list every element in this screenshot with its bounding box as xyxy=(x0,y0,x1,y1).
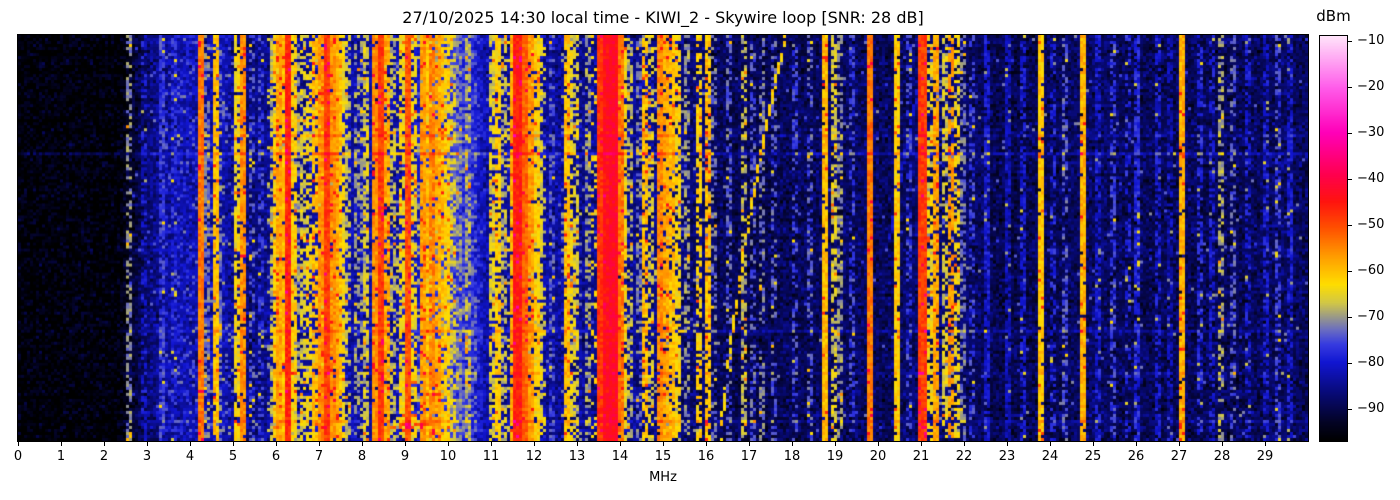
x-tick-label: 4 xyxy=(185,449,195,464)
x-tick-label: 5 xyxy=(228,449,238,464)
colorbar-tick-mark xyxy=(1348,86,1352,88)
x-tick-label: 29 xyxy=(1256,449,1274,464)
colorbar-canvas xyxy=(1319,35,1348,442)
x-axis-label: MHz xyxy=(649,470,677,485)
x-tick-label: 1 xyxy=(56,449,66,464)
x-tick-label: 27 xyxy=(1170,449,1188,464)
x-tick-mark xyxy=(1007,442,1008,446)
x-tick-mark xyxy=(792,442,793,446)
colorbar-tick-mark xyxy=(1348,408,1352,410)
x-tick-label: 26 xyxy=(1127,449,1145,464)
colorbar-tick-label: −30 xyxy=(1357,124,1385,140)
x-tick-label: 15 xyxy=(654,449,672,464)
x-tick-label: 0 xyxy=(13,449,23,464)
x-tick-mark xyxy=(1222,442,1223,446)
x-tick-label: 18 xyxy=(783,449,801,464)
x-tick-label: 28 xyxy=(1213,449,1231,464)
x-tick-label: 21 xyxy=(912,449,930,464)
colorbar-tick-mark xyxy=(1348,270,1352,272)
x-tick-label: 9 xyxy=(400,449,410,464)
x-tick-mark xyxy=(147,442,148,446)
colorbar-tick-label: −60 xyxy=(1357,262,1385,278)
x-tick-mark xyxy=(663,442,664,446)
x-tick-label: 14 xyxy=(611,449,629,464)
x-tick-mark xyxy=(534,442,535,446)
colorbar-tick-label: −80 xyxy=(1357,354,1385,370)
x-tick-mark xyxy=(878,442,879,446)
x-tick-mark xyxy=(577,442,578,446)
colorbar-tick-mark xyxy=(1348,178,1352,180)
x-tick-label: 13 xyxy=(568,449,586,464)
x-tick-mark xyxy=(405,442,406,446)
x-tick-mark xyxy=(921,442,922,446)
x-tick-mark xyxy=(276,442,277,446)
colorbar-tick-label: −10 xyxy=(1357,32,1385,48)
x-tick-mark xyxy=(491,442,492,446)
x-tick-mark xyxy=(18,442,19,446)
x-tick-mark xyxy=(1136,442,1137,446)
x-tick-label: 12 xyxy=(525,449,543,464)
x-tick-mark xyxy=(620,442,621,446)
x-tick-mark xyxy=(1265,442,1266,446)
colorbar-tick-label: −40 xyxy=(1357,170,1385,186)
x-tick-mark xyxy=(61,442,62,446)
x-tick-label: 10 xyxy=(439,449,457,464)
x-tick-mark xyxy=(749,442,750,446)
x-tick-mark xyxy=(448,442,449,446)
x-tick-label: 8 xyxy=(357,449,367,464)
colorbar-tick-label: −50 xyxy=(1357,216,1385,232)
x-tick-mark xyxy=(1050,442,1051,446)
x-tick-label: 20 xyxy=(869,449,887,464)
x-tick-mark xyxy=(233,442,234,446)
colorbar-tick-label: −20 xyxy=(1357,78,1385,94)
x-tick-label: 17 xyxy=(740,449,758,464)
x-tick-label: 11 xyxy=(482,449,500,464)
figure-title: 27/10/2025 14:30 local time - KIWI_2 - S… xyxy=(402,8,924,27)
colorbar-tick-mark xyxy=(1348,362,1352,364)
x-tick-label: 3 xyxy=(142,449,152,464)
x-tick-label: 22 xyxy=(955,449,973,464)
x-tick-mark xyxy=(964,442,965,446)
x-tick-mark xyxy=(835,442,836,446)
x-tick-label: 19 xyxy=(826,449,844,464)
colorbar-tick-mark xyxy=(1348,316,1352,318)
colorbar-unit-label: dBm xyxy=(1316,7,1351,25)
colorbar-tick-label: −90 xyxy=(1357,400,1385,416)
x-tick-mark xyxy=(190,442,191,446)
colorbar-tick-label: −70 xyxy=(1357,308,1385,324)
x-tick-label: 24 xyxy=(1041,449,1059,464)
colorbar-tick-mark xyxy=(1348,224,1352,226)
x-tick-label: 25 xyxy=(1084,449,1102,464)
x-tick-mark xyxy=(1179,442,1180,446)
x-tick-label: 7 xyxy=(314,449,324,464)
x-tick-mark xyxy=(706,442,707,446)
colorbar-tick-mark xyxy=(1348,132,1352,134)
x-tick-label: 6 xyxy=(271,449,281,464)
spectrogram-canvas xyxy=(17,34,1309,442)
x-tick-mark xyxy=(104,442,105,446)
x-tick-mark xyxy=(1093,442,1094,446)
x-tick-mark xyxy=(319,442,320,446)
x-tick-mark xyxy=(362,442,363,446)
x-tick-label: 2 xyxy=(99,449,109,464)
x-tick-label: 16 xyxy=(697,449,715,464)
x-tick-label: 23 xyxy=(998,449,1016,464)
colorbar-tick-mark xyxy=(1348,40,1352,42)
